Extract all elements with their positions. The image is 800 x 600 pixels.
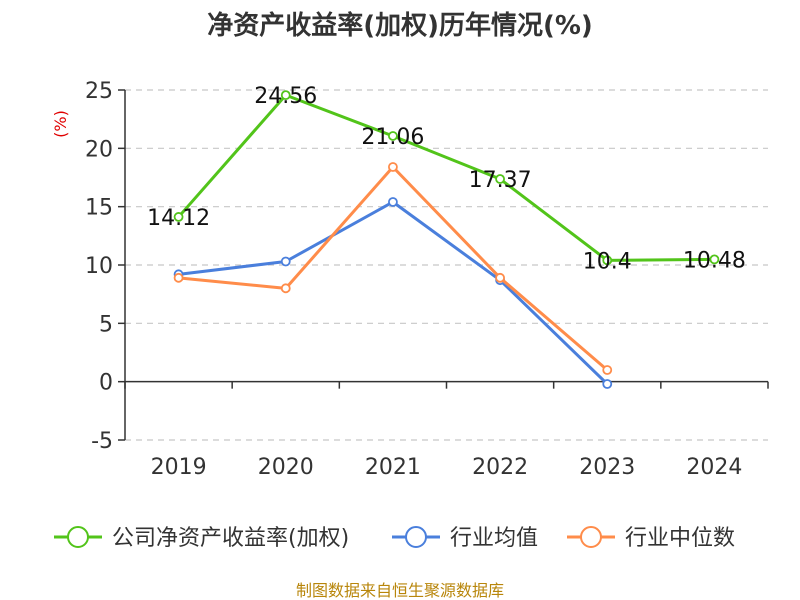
data-point: [709, 254, 720, 265]
data-point: [602, 365, 613, 375]
data-label: 10.48: [683, 248, 746, 273]
data-label: 17.37: [469, 168, 532, 193]
data-label: 21.06: [361, 125, 424, 150]
legend-item: 行业中位数: [567, 526, 735, 551]
x-tick-label: 2019: [151, 455, 207, 480]
x-tick-label: 2020: [258, 455, 314, 480]
series-3: [173, 162, 613, 375]
legend-label: 行业均值: [450, 526, 538, 551]
legend-item: 行业均值: [392, 526, 538, 551]
chart-title: 净资产收益率(加权)历年情况(%): [207, 10, 593, 41]
gridlines: [125, 89, 768, 441]
data-point: [280, 90, 291, 101]
y-tick-label: 10: [85, 254, 113, 279]
legend-marker: [580, 526, 602, 548]
x-tick-label: 2024: [686, 455, 742, 480]
series-line: [177, 93, 715, 262]
y-tick-label: 25: [85, 79, 113, 104]
data-label: 10.4: [583, 249, 632, 274]
y-tick-label: 15: [85, 196, 113, 221]
x-tick-label: 2021: [365, 455, 421, 480]
series-lines: [173, 90, 720, 389]
data-point: [388, 162, 398, 172]
series-1: [173, 90, 720, 266]
legend-item: 公司净资产收益率(加权): [54, 526, 349, 551]
data-point: [280, 256, 291, 267]
data-label: 14.12: [147, 206, 210, 231]
data-point: [173, 212, 184, 222]
y-tick-label: -5: [91, 429, 113, 454]
legend-marker: [405, 526, 427, 548]
y-tick-label: 0: [99, 371, 113, 396]
y-axis-label: (%): [51, 110, 70, 138]
data-point: [280, 283, 291, 294]
data-point: [495, 174, 505, 184]
legend: 公司净资产收益率(加权) 行业均值 行业中位数: [54, 526, 735, 551]
legend-marker: [67, 526, 89, 548]
source-note: 制图数据来自恒生聚源数据库: [296, 581, 504, 600]
data-label: 24.56: [254, 84, 317, 109]
data-point: [173, 272, 184, 283]
y-tick-label: 20: [85, 137, 113, 162]
data-labels: 14.12 24.56 21.06 17.37 10.4 10.48: [147, 84, 746, 274]
data-point: [388, 197, 398, 207]
x-tick-label: 2022: [472, 455, 528, 480]
data-point: [602, 379, 613, 389]
data-point: [388, 131, 398, 141]
data-point: [602, 255, 613, 266]
legend-label: 公司净资产收益率(加权): [112, 526, 349, 551]
axes: -5 0 5 10 15 20 25 2019 2020 2021 2022 2023 2024: [85, 79, 769, 480]
y-tick-label: 5: [99, 312, 113, 337]
series-2: [173, 197, 613, 389]
data-point: [495, 272, 505, 283]
legend-label: 行业中位数: [625, 526, 735, 551]
series-line: [178, 200, 609, 386]
x-tick-label: 2023: [579, 455, 635, 480]
